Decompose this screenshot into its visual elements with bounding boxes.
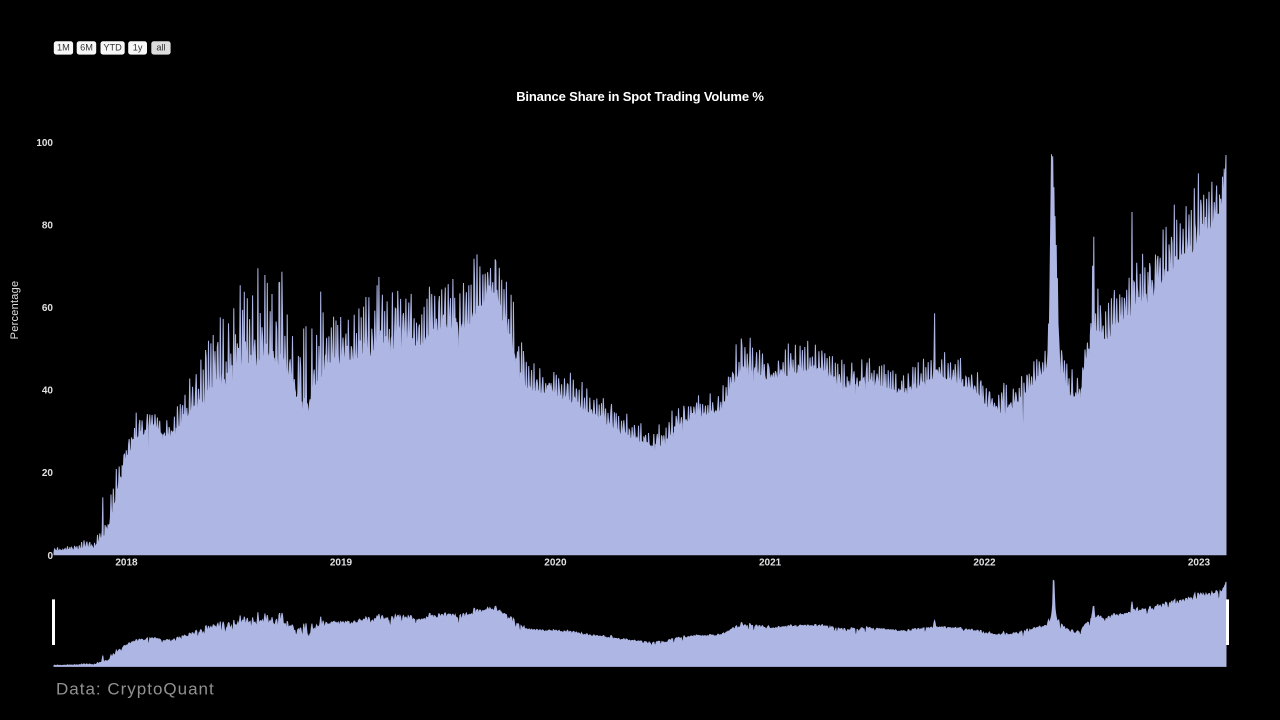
svg-text:6M: 6M xyxy=(80,42,93,52)
svg-text:0: 0 xyxy=(47,551,53,562)
svg-text:2022: 2022 xyxy=(973,558,996,569)
svg-text:2021: 2021 xyxy=(759,558,782,569)
svg-text:60: 60 xyxy=(42,303,54,314)
svg-text:YTD: YTD xyxy=(103,42,122,52)
svg-text:2019: 2019 xyxy=(330,558,353,569)
svg-text:2023: 2023 xyxy=(1188,558,1211,569)
svg-text:1M: 1M xyxy=(57,42,70,52)
svg-text:Binance Share in Spot Trading: Binance Share in Spot Trading Volume % xyxy=(516,89,764,104)
svg-text:40: 40 xyxy=(42,386,54,397)
svg-text:2018: 2018 xyxy=(115,558,138,569)
svg-text:Data: CryptoQuant: Data: CryptoQuant xyxy=(56,680,215,699)
svg-text:1y: 1y xyxy=(133,42,143,52)
svg-text:100: 100 xyxy=(36,138,53,149)
svg-text:20: 20 xyxy=(42,468,54,479)
svg-text:all: all xyxy=(156,42,165,52)
svg-text:Percentage: Percentage xyxy=(9,281,21,340)
svg-text:80: 80 xyxy=(42,220,54,231)
svg-text:2020: 2020 xyxy=(544,558,567,569)
